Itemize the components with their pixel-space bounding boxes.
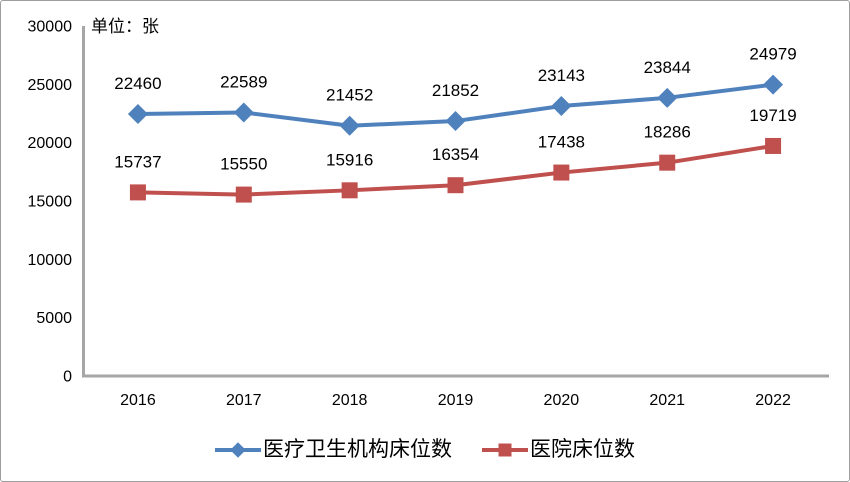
data-point-marker-square xyxy=(765,137,782,154)
data-label: 16354 xyxy=(432,145,479,164)
legend-label-institution-beds: 医疗卫生机构床位数 xyxy=(263,438,452,461)
legend-swatch-line-diamond xyxy=(215,439,261,461)
diamond-marker-icon xyxy=(230,442,246,458)
data-label: 17438 xyxy=(538,133,585,152)
legend-label-hospital-beds: 医院床位数 xyxy=(530,438,635,461)
y-tick-label: 0 xyxy=(63,369,72,386)
x-tick-label: 2016 xyxy=(120,392,156,409)
data-point-marker-diamond xyxy=(445,111,466,132)
data-label: 15916 xyxy=(326,150,373,169)
y-tick-label: 30000 xyxy=(28,19,73,36)
data-point-marker-diamond xyxy=(551,95,572,116)
plot-svg: 单位：张 0 5000 10000 15000 20000 25000 30000 2016 2… xyxy=(28,17,829,409)
data-label: 18286 xyxy=(644,123,691,142)
legend-item-hospital-beds[interactable]: 医院床位数 xyxy=(482,437,635,463)
plot-generated: 0 5000 10000 15000 20000 25000 30000 2016 2017 20… xyxy=(28,19,829,409)
data-point-marker-square xyxy=(129,184,146,201)
data-point-marker-square xyxy=(235,186,252,203)
data-label: 15737 xyxy=(114,152,161,171)
legend-swatch-line-square xyxy=(482,439,528,461)
data-point-marker-square xyxy=(659,154,676,171)
y-tick-label: 15000 xyxy=(28,194,73,211)
legend-item-institution-beds[interactable]: 医疗卫生机构床位数 xyxy=(215,437,452,463)
square-marker-icon xyxy=(498,443,512,457)
data-label: 21852 xyxy=(432,81,479,100)
data-label: 19719 xyxy=(749,106,796,125)
data-point-marker-diamond xyxy=(657,87,678,108)
data-label: 22460 xyxy=(114,74,161,93)
y-tick-label: 20000 xyxy=(28,135,73,152)
legend: 医疗卫生机构床位数 医院床位数 xyxy=(1,437,849,463)
data-point-marker-square xyxy=(341,182,358,199)
unit-label: 单位：张 xyxy=(91,17,159,36)
data-label: 15550 xyxy=(220,155,267,174)
data-point-marker-diamond xyxy=(763,74,784,95)
x-tick-label: 2017 xyxy=(226,392,262,409)
data-point-marker-diamond xyxy=(127,103,148,124)
y-tick-label: 10000 xyxy=(28,252,73,269)
x-tick-label: 2019 xyxy=(438,392,474,409)
data-point-marker-square xyxy=(553,164,570,181)
data-label: 24979 xyxy=(749,45,796,64)
y-tick-label: 25000 xyxy=(28,77,73,94)
data-point-marker-square xyxy=(447,177,464,194)
x-tick-label: 2018 xyxy=(332,392,368,409)
data-point-marker-diamond xyxy=(233,102,254,123)
data-label: 21452 xyxy=(326,86,373,105)
data-label: 22589 xyxy=(220,72,267,91)
data-point-marker-diamond xyxy=(339,115,360,136)
x-tick-label: 2020 xyxy=(544,392,580,409)
data-label: 23844 xyxy=(644,58,691,77)
data-label: 23143 xyxy=(538,66,585,85)
y-tick-label: 5000 xyxy=(36,310,72,327)
x-tick-label: 2022 xyxy=(755,392,791,409)
x-tick-label: 2021 xyxy=(649,392,685,409)
